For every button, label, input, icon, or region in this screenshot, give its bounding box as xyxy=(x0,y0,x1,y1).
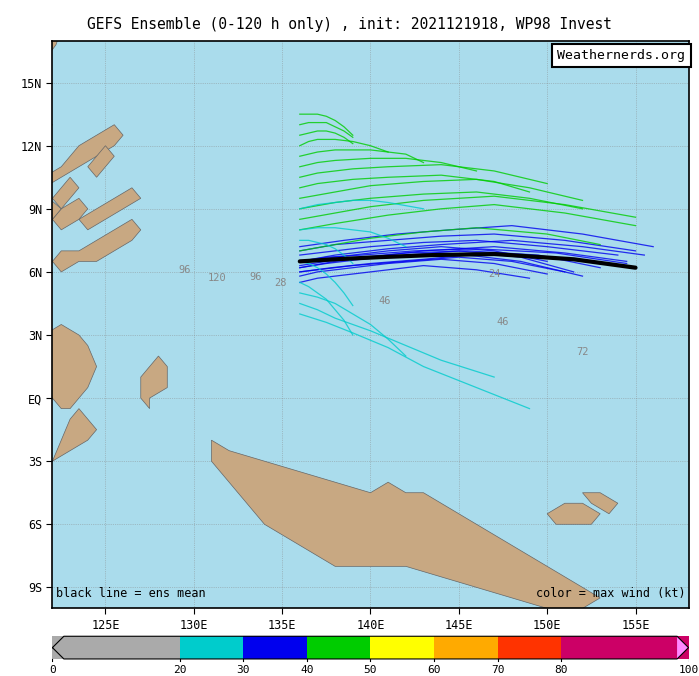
Text: 0: 0 xyxy=(49,665,56,675)
Polygon shape xyxy=(52,408,96,461)
Polygon shape xyxy=(26,251,52,283)
Polygon shape xyxy=(140,356,167,408)
Text: 24: 24 xyxy=(488,269,500,279)
Polygon shape xyxy=(52,177,79,209)
Text: 46: 46 xyxy=(497,317,510,327)
Polygon shape xyxy=(13,7,62,82)
Text: color = max wind (kt): color = max wind (kt) xyxy=(535,587,685,600)
Polygon shape xyxy=(0,241,17,314)
Text: 30: 30 xyxy=(236,665,250,675)
Polygon shape xyxy=(212,440,600,608)
Polygon shape xyxy=(52,198,88,230)
Text: 96: 96 xyxy=(179,265,192,275)
Text: black line = ens mean: black line = ens mean xyxy=(56,587,206,600)
Text: 100: 100 xyxy=(679,665,698,675)
Polygon shape xyxy=(35,324,96,408)
Text: 60: 60 xyxy=(427,665,441,675)
Polygon shape xyxy=(26,120,52,146)
Text: GEFS Ensemble (0-120 h only) , init: 2021121918, WP98 Invest: GEFS Ensemble (0-120 h only) , init: 202… xyxy=(87,17,612,32)
Bar xyxy=(52,636,180,659)
Polygon shape xyxy=(677,636,689,659)
Polygon shape xyxy=(52,219,140,272)
Polygon shape xyxy=(31,0,40,9)
Text: 70: 70 xyxy=(491,665,505,675)
Polygon shape xyxy=(0,167,26,230)
Text: 40: 40 xyxy=(300,665,314,675)
Text: 20: 20 xyxy=(173,665,187,675)
Bar xyxy=(561,636,689,659)
Text: 80: 80 xyxy=(554,665,568,675)
Polygon shape xyxy=(26,198,62,230)
Bar xyxy=(307,636,370,659)
Polygon shape xyxy=(52,636,64,659)
Polygon shape xyxy=(88,146,114,177)
Bar xyxy=(180,636,243,659)
Polygon shape xyxy=(35,124,123,188)
Bar xyxy=(370,636,434,659)
Polygon shape xyxy=(0,335,17,482)
Text: 96: 96 xyxy=(250,272,262,282)
Polygon shape xyxy=(582,493,618,514)
Text: 120: 120 xyxy=(208,273,226,283)
Text: 50: 50 xyxy=(363,665,377,675)
Polygon shape xyxy=(79,188,140,230)
Bar xyxy=(243,636,307,659)
Text: 72: 72 xyxy=(576,347,589,357)
Text: 46: 46 xyxy=(378,296,391,306)
Bar xyxy=(498,636,561,659)
Polygon shape xyxy=(547,503,600,525)
Text: Weathernerds.org: Weathernerds.org xyxy=(557,49,685,62)
Text: 28: 28 xyxy=(274,279,287,289)
Bar xyxy=(434,636,498,659)
